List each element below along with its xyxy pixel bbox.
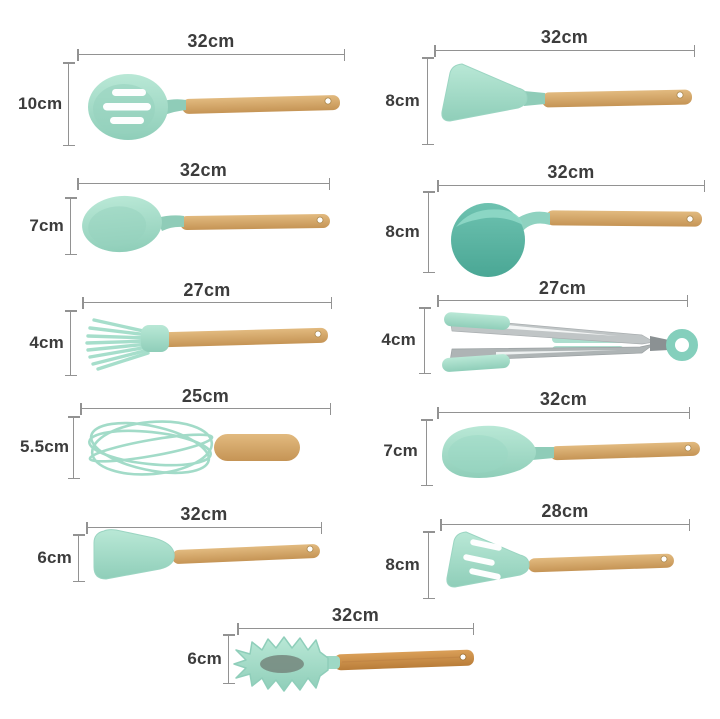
width-label: 32cm xyxy=(331,605,380,625)
height-label: 5.5cm xyxy=(20,437,70,456)
width-dimension-line xyxy=(440,519,690,531)
width-dimension-line xyxy=(437,180,705,192)
width-dimension-line xyxy=(86,522,322,534)
height-dimension-line xyxy=(223,634,235,684)
height-dimension-line xyxy=(63,62,75,146)
soup-ladle-image xyxy=(451,203,703,277)
height-label: 7cm xyxy=(29,216,64,235)
slotted-spoon-image xyxy=(88,74,341,140)
width-label: 27cm xyxy=(183,280,231,300)
whisk-image xyxy=(88,420,300,476)
width-label: 25cm xyxy=(181,386,230,406)
width-label: 27cm xyxy=(538,278,587,298)
width-dimension-line xyxy=(80,403,331,415)
width-dimension-line xyxy=(237,623,474,635)
height-dimension-line xyxy=(423,191,435,273)
height-label: 7cm xyxy=(383,441,418,460)
scraper-spatula-image xyxy=(93,529,320,580)
height-label: 8cm xyxy=(385,222,420,241)
width-label: 32cm xyxy=(540,27,589,47)
height-dimension-line xyxy=(73,534,85,582)
spoon-spatula-image xyxy=(442,425,700,478)
height-dimension-line xyxy=(65,310,77,376)
slotted-turner-image xyxy=(446,531,674,588)
width-label: 32cm xyxy=(539,389,588,409)
width-dimension-line xyxy=(82,297,332,309)
width-label: 32cm xyxy=(179,160,228,180)
height-label: 8cm xyxy=(385,555,420,574)
height-dimension-line xyxy=(422,57,434,145)
width-dimension-line xyxy=(437,407,690,419)
width-label: 32cm xyxy=(180,504,228,524)
width-dimension-line xyxy=(77,49,345,61)
height-label: 8cm xyxy=(385,91,420,110)
solid-turner-image xyxy=(441,63,693,122)
height-label: 4cm xyxy=(29,333,64,352)
width-dimension-line xyxy=(437,295,688,307)
height-label: 4cm xyxy=(381,330,416,349)
solid-spoon-image xyxy=(82,195,330,253)
height-dimension-line xyxy=(421,419,433,486)
spaghetti-server-image xyxy=(233,636,474,692)
height-label: 6cm xyxy=(37,548,72,567)
width-label: 32cm xyxy=(187,31,235,51)
width-dimension-line xyxy=(434,45,695,57)
height-dimension-line xyxy=(419,307,431,374)
width-label: 28cm xyxy=(541,501,589,521)
height-label: 10cm xyxy=(18,94,63,113)
width-label: 32cm xyxy=(547,162,595,182)
height-label: 6cm xyxy=(187,649,222,668)
height-dimension-line xyxy=(423,531,435,599)
width-dimension-line xyxy=(77,178,330,190)
height-dimension-line xyxy=(65,197,77,255)
tongs-image xyxy=(442,312,698,372)
basting-brush-image xyxy=(85,318,328,371)
height-dimension-line xyxy=(68,416,80,479)
